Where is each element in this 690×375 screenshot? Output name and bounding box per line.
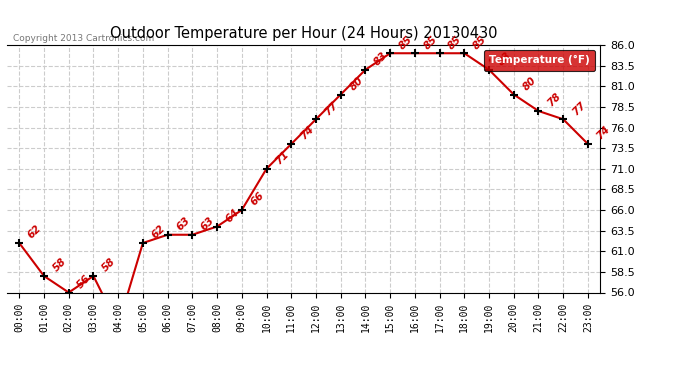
- Text: 78: 78: [545, 92, 563, 109]
- Text: 85: 85: [422, 34, 439, 51]
- Text: 52: 52: [0, 374, 1, 375]
- Text: 85: 85: [446, 34, 464, 51]
- Text: 77: 77: [323, 100, 340, 117]
- Text: 83: 83: [373, 50, 390, 68]
- Text: 66: 66: [248, 190, 266, 208]
- Text: 58: 58: [100, 256, 118, 274]
- Title: Outdoor Temperature per Hour (24 Hours) 20130430: Outdoor Temperature per Hour (24 Hours) …: [110, 26, 497, 41]
- Legend: Temperature (°F): Temperature (°F): [484, 50, 595, 71]
- Text: 80: 80: [348, 75, 365, 92]
- Text: 62: 62: [26, 224, 43, 241]
- Text: 56: 56: [76, 273, 93, 290]
- Text: 63: 63: [175, 215, 192, 232]
- Text: Copyright 2013 Cartronics.com: Copyright 2013 Cartronics.com: [13, 33, 154, 42]
- Text: 80: 80: [521, 75, 538, 92]
- Text: 77: 77: [570, 100, 587, 117]
- Text: 64: 64: [224, 207, 241, 224]
- Text: 71: 71: [273, 149, 290, 166]
- Text: 85: 85: [397, 34, 415, 51]
- Text: 85: 85: [471, 34, 489, 51]
- Text: 83: 83: [496, 50, 513, 68]
- Text: 74: 74: [298, 124, 315, 142]
- Text: 74: 74: [595, 124, 612, 142]
- Text: 63: 63: [199, 215, 217, 232]
- Text: 62: 62: [150, 224, 167, 241]
- Text: 58: 58: [51, 256, 68, 274]
